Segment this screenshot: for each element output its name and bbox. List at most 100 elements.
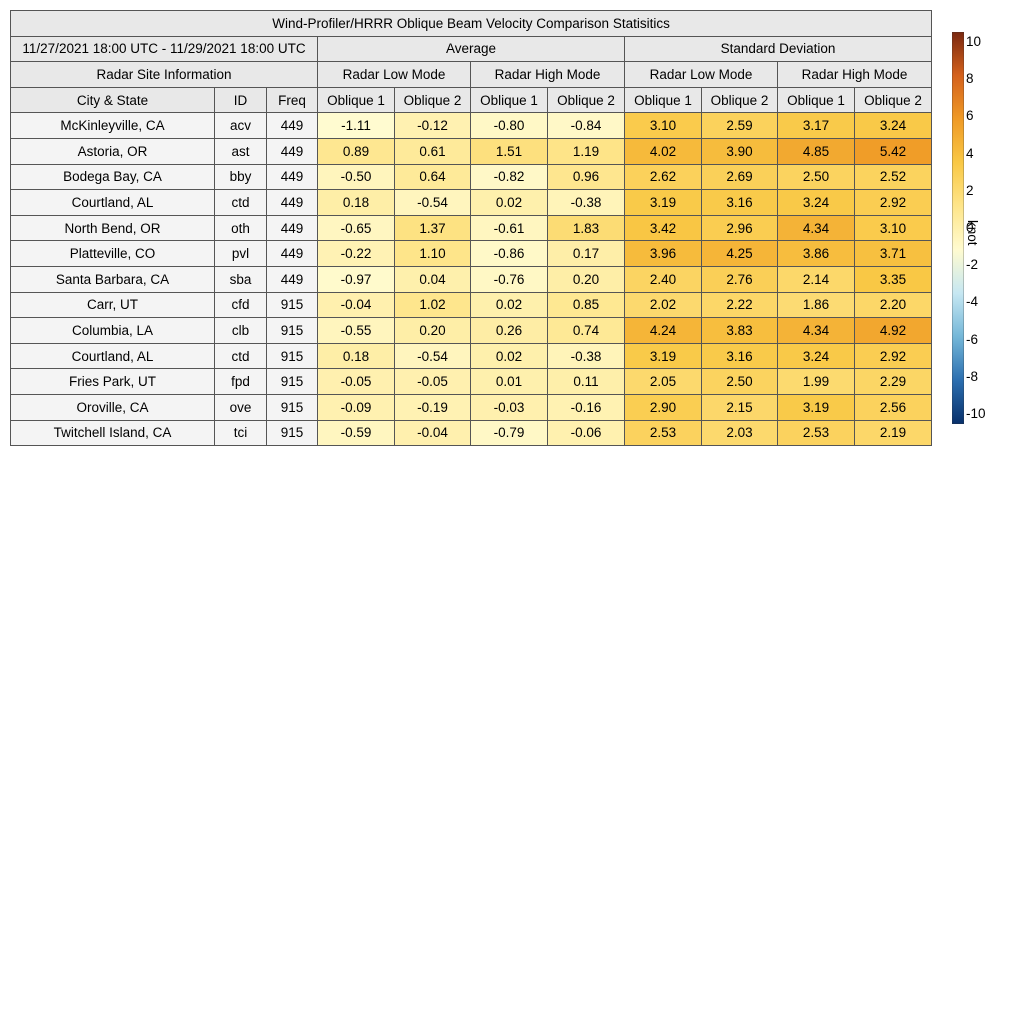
value-cell: 2.96 — [701, 214, 778, 242]
value-cell: -0.59 — [317, 419, 395, 447]
site-freq-cell: 449 — [266, 214, 318, 242]
beam-column-header: Oblique 1 — [317, 86, 395, 114]
value-cell: -0.06 — [547, 419, 625, 447]
value-cell: 0.20 — [394, 317, 471, 344]
value-cell: -0.03 — [470, 393, 548, 421]
colorbar-tick-label: 4 — [966, 145, 974, 161]
value-cell: -1.11 — [317, 112, 395, 139]
value-cell: 3.16 — [701, 342, 778, 370]
value-cell: 2.69 — [701, 163, 778, 191]
value-cell: -0.65 — [317, 214, 395, 242]
value-cell: 0.74 — [547, 317, 625, 344]
site-id-cell: tci — [214, 419, 267, 447]
colorbar-tick-label: 8 — [966, 71, 974, 87]
site-id-cell: cfd — [214, 291, 267, 319]
value-cell: -0.19 — [394, 393, 471, 421]
beam-column-header: Oblique 2 — [853, 86, 933, 114]
date-range: 11/27/2021 18:00 UTC - 11/29/2021 18:00 … — [10, 35, 318, 63]
site-id-cell: ctd — [214, 189, 267, 216]
value-cell: -0.55 — [317, 317, 395, 344]
value-cell: 3.86 — [777, 240, 855, 267]
freq-column-header: Freq — [266, 86, 318, 114]
site-id-cell: sba — [214, 265, 267, 293]
value-cell: 0.61 — [394, 137, 471, 165]
value-cell: -0.86 — [470, 240, 548, 267]
value-cell: 0.89 — [317, 137, 395, 165]
site-freq-cell: 449 — [266, 265, 318, 293]
value-cell: 0.20 — [547, 265, 625, 293]
site-freq-cell: 449 — [266, 240, 318, 267]
site-freq-cell: 915 — [266, 317, 318, 344]
value-cell: 2.56 — [853, 393, 933, 421]
value-cell: 2.05 — [624, 368, 702, 395]
city-column-header: City & State — [10, 86, 215, 114]
value-cell: 3.19 — [624, 189, 702, 216]
site-freq-cell: 449 — [266, 163, 318, 191]
site-city-cell: Courtland, AL — [10, 189, 215, 216]
value-cell: 1.19 — [547, 137, 625, 165]
value-cell: -0.61 — [470, 214, 548, 242]
mode-header: Radar Low Mode — [624, 61, 778, 88]
table-row: North Bend, OR oth 449 -0.65 1.37 -0.61 1.83 3.… — [10, 214, 933, 242]
site-freq-cell: 449 — [266, 112, 318, 139]
site-city-cell: Carr, UT — [10, 291, 215, 319]
value-cell: 3.71 — [853, 240, 933, 267]
site-id-cell: oth — [214, 214, 267, 242]
site-freq-cell: 915 — [266, 419, 318, 447]
value-cell: 0.18 — [317, 342, 395, 370]
value-cell: -0.22 — [317, 240, 395, 267]
table-row: Platteville, CO pvl 449 -0.22 1.10 -0.86 0.17 3… — [10, 240, 933, 267]
value-cell: 2.02 — [624, 291, 702, 319]
value-cell: -0.12 — [394, 112, 471, 139]
site-id-cell: clb — [214, 317, 267, 344]
value-cell: -0.04 — [317, 291, 395, 319]
value-cell: 2.59 — [701, 112, 778, 139]
value-cell: 1.02 — [394, 291, 471, 319]
site-city-cell: Courtland, AL — [10, 342, 215, 370]
value-cell: 1.83 — [547, 214, 625, 242]
radar-site-info-header: Radar Site Information — [10, 61, 318, 88]
value-cell: 0.11 — [547, 368, 625, 395]
site-city-cell: Santa Barbara, CA — [10, 265, 215, 293]
value-cell: 4.85 — [777, 137, 855, 165]
table-row: Courtland, AL ctd 915 0.18 -0.54 0.02 -0.38 3.1… — [10, 342, 933, 370]
site-city-cell: McKinleyville, CA — [10, 112, 215, 139]
site-freq-cell: 915 — [266, 368, 318, 395]
value-cell: 2.20 — [853, 291, 933, 319]
value-cell: 4.34 — [777, 214, 855, 242]
table-row: McKinleyville, CA acv 449 -1.11 -0.12 -0.80 -0… — [10, 112, 933, 139]
site-freq-cell: 449 — [266, 137, 318, 165]
site-freq-cell: 915 — [266, 393, 318, 421]
value-cell: 2.15 — [701, 393, 778, 421]
value-cell: 0.02 — [470, 189, 548, 216]
value-cell: 3.10 — [624, 112, 702, 139]
value-cell: 2.40 — [624, 265, 702, 293]
value-cell: 2.76 — [701, 265, 778, 293]
value-cell: 2.62 — [624, 163, 702, 191]
value-cell: 3.83 — [701, 317, 778, 344]
value-cell: 3.16 — [701, 189, 778, 216]
value-cell: 3.90 — [701, 137, 778, 165]
std-dev-header: Standard Deviation — [623, 35, 933, 63]
value-cell: 5.42 — [853, 137, 933, 165]
site-id-cell: bby — [214, 163, 267, 191]
value-cell: 2.90 — [624, 393, 702, 421]
site-city-cell: Twitchell Island, CA — [10, 419, 215, 447]
site-city-cell: Oroville, CA — [10, 393, 215, 421]
value-cell: 3.96 — [624, 240, 702, 267]
site-city-cell: Fries Park, UT — [10, 368, 215, 395]
beam-column-header: Oblique 2 — [701, 86, 778, 114]
value-cell: -0.76 — [470, 265, 548, 293]
colorbar-tick-label: -4 — [966, 294, 979, 310]
site-id-cell: ast — [214, 137, 267, 165]
colorbar-tick-label: -10 — [966, 406, 986, 421]
site-freq-cell: 915 — [266, 342, 318, 370]
value-cell: 2.14 — [777, 265, 855, 293]
value-cell: 0.02 — [470, 342, 548, 370]
value-cell: 3.10 — [853, 214, 933, 242]
value-cell: 4.02 — [624, 137, 702, 165]
value-cell: -0.38 — [547, 342, 625, 370]
colorbar-tick-label: -8 — [966, 368, 979, 384]
value-cell: 3.17 — [777, 112, 855, 139]
value-cell: 0.17 — [547, 240, 625, 267]
